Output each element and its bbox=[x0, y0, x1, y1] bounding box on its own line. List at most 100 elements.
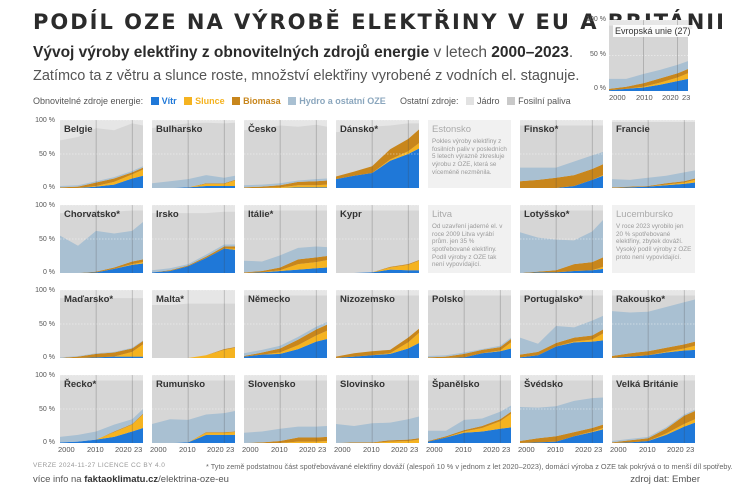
eu-xtick-2020: 2020 bbox=[662, 93, 679, 102]
xtick-2010-col-5: 2010 bbox=[455, 445, 472, 454]
country-plot-italie bbox=[244, 205, 327, 273]
country-plot-rakousko bbox=[612, 290, 695, 358]
madarsko-area-other-sources bbox=[60, 298, 143, 358]
rumunsko-area-wind bbox=[152, 434, 235, 443]
country-panel-italie: Itálie* bbox=[244, 205, 327, 273]
country-name: Polsko bbox=[432, 294, 464, 305]
country-name: Německo bbox=[248, 294, 291, 305]
francie-area-biomass bbox=[612, 178, 695, 188]
legend-item-wind: Vítr bbox=[150, 96, 177, 106]
country-plot-kypr bbox=[336, 205, 419, 273]
nemecko-area-biomass bbox=[244, 324, 327, 357]
eu-ytick-100: 100 % bbox=[586, 16, 606, 23]
country-panel-slovinsko: Slovinsko bbox=[336, 375, 419, 443]
country-panel-bulharsko: Bulharsko bbox=[152, 120, 235, 188]
country-plot-svedsko bbox=[520, 375, 603, 443]
country-panel-lotyssko: Lotyšsko* bbox=[520, 205, 603, 273]
legend-item-biomass: Biomasa bbox=[232, 96, 281, 106]
country-panel-finsko: Finsko* bbox=[520, 120, 603, 188]
belgie-area-solar bbox=[60, 169, 143, 188]
country-panel-spanelsko: Španělsko bbox=[428, 375, 511, 443]
cesko-area-biomass bbox=[244, 180, 327, 188]
finsko-area-biomass bbox=[520, 164, 603, 188]
italie-area-solar bbox=[244, 260, 327, 273]
country-panel-rakousko: Rakousko* bbox=[612, 290, 695, 358]
xtick-2010-col-1: 2010 bbox=[87, 445, 104, 454]
country-panel-nemecko: Německo bbox=[244, 290, 327, 358]
xtick-23-col-5: 23 bbox=[502, 445, 511, 454]
malta-area-other-sources bbox=[152, 303, 235, 358]
xtick-2010-col-4: 2010 bbox=[363, 445, 380, 454]
more-info-link[interactable]: více info na faktaoklimatu.cz/elektrina-… bbox=[33, 474, 229, 485]
country-note: Od uzavření jaderné el. v roce 2009 Litv… bbox=[432, 223, 503, 269]
xtick-2010-col-6: 2010 bbox=[547, 445, 564, 454]
country-panel-irsko: Irsko bbox=[152, 205, 235, 273]
velka-britanie-area-wind bbox=[612, 422, 695, 443]
country-name: Velká Británie bbox=[616, 379, 679, 390]
xtick-2000-col-1: 2000 bbox=[58, 445, 75, 454]
country-name: Belgie bbox=[64, 124, 93, 135]
xtick-2000-col-3: 2000 bbox=[242, 445, 259, 454]
country-panel-chorvatsko: Chorvatsko* bbox=[60, 205, 143, 273]
chorvatsko-area-wind bbox=[60, 263, 143, 273]
eu-area-solar bbox=[609, 73, 688, 91]
xtick-2020-col-2: 2020 bbox=[207, 445, 224, 454]
cesko-area-other-sources bbox=[244, 124, 327, 188]
country-note: Pokles výroby elektřiny z fosilních pali… bbox=[432, 138, 507, 176]
country-plot-dansko bbox=[336, 120, 419, 188]
country-name: Chorvatsko* bbox=[64, 209, 120, 220]
recko-area-hydro bbox=[60, 409, 143, 443]
country-name: Rumunsko bbox=[156, 379, 206, 390]
country-name: Švédsko bbox=[524, 379, 564, 390]
country-plot-slovensko bbox=[244, 375, 327, 443]
country-plot-belgie bbox=[60, 120, 143, 188]
ytick-100-row-2: 100 % bbox=[35, 202, 55, 209]
eu-area-hydro bbox=[609, 61, 688, 89]
svedsko-area-wind bbox=[520, 429, 603, 443]
version-info: VERZE 2024-11-27 LICENCE CC BY 4.0 bbox=[33, 462, 166, 469]
nizozemsko-area-other-sources bbox=[336, 295, 419, 358]
slovinsko-area-hydro bbox=[336, 416, 419, 443]
country-panel-slovensko: Slovensko bbox=[244, 375, 327, 443]
xtick-2020-col-5: 2020 bbox=[483, 445, 500, 454]
dansko-area-wind bbox=[336, 148, 419, 188]
lotyssko-area-biomass bbox=[520, 257, 603, 273]
madarsko-area-solar bbox=[60, 344, 143, 358]
xtick-2010-col-2: 2010 bbox=[179, 445, 196, 454]
slovinsko-area-biomass bbox=[336, 438, 419, 443]
eu-area-wind bbox=[609, 78, 688, 91]
eu-xtick-2010: 2010 bbox=[636, 93, 653, 102]
country-note: V roce 2023 vyrobilo jen 20 % spotřebova… bbox=[616, 223, 692, 261]
legend-item-fossil: Fosilní paliva bbox=[507, 96, 571, 106]
country-name: Řecko* bbox=[64, 379, 97, 390]
madarsko-area-hydro bbox=[60, 340, 143, 358]
xtick-23-col-4: 23 bbox=[410, 445, 419, 454]
country-plot-finsko bbox=[520, 120, 603, 188]
country-panel-lucembursko: Lucembursko V roce 2023 vyrobilo jen 20 %… bbox=[612, 205, 695, 273]
country-name: Slovinsko bbox=[340, 379, 385, 390]
nemecko-area-solar bbox=[244, 330, 327, 357]
xtick-2000-col-5: 2000 bbox=[426, 445, 443, 454]
cesko-area-solar bbox=[244, 184, 327, 188]
country-name: Litva bbox=[432, 209, 453, 220]
svedsko-area-biomass bbox=[520, 424, 603, 443]
bulharsko-area-biomass bbox=[152, 179, 235, 188]
irsko-area-wind bbox=[152, 248, 235, 273]
country-panel-malta: Malta* bbox=[152, 290, 235, 358]
country-panel-polsko: Polsko bbox=[428, 290, 511, 358]
country-plot-spanelsko bbox=[428, 375, 511, 443]
velka-britanie-area-biomass bbox=[612, 411, 695, 443]
subtitle-2: Zatímco ta z větru a slunce roste, množs… bbox=[33, 68, 580, 84]
country-name: Španělsko bbox=[432, 379, 480, 390]
country-plot-cesko bbox=[244, 120, 327, 188]
kypr-area-other-sources bbox=[336, 210, 419, 273]
xtick-2020-col-4: 2020 bbox=[391, 445, 408, 454]
polsko-area-other-sources bbox=[428, 295, 511, 358]
page-title: PODÍL OZE NA VÝROBĚ ELEKTŘINY V EU A BRI… bbox=[33, 10, 726, 34]
finsko-area-wind bbox=[520, 175, 603, 188]
country-name: Portugalsko* bbox=[524, 294, 583, 305]
country-plot-rumunsko bbox=[152, 375, 235, 443]
italie-area-wind bbox=[244, 267, 327, 273]
eu-xtick-2000: 2000 bbox=[609, 93, 626, 102]
country-panel-svedsko: Švédsko bbox=[520, 375, 603, 443]
